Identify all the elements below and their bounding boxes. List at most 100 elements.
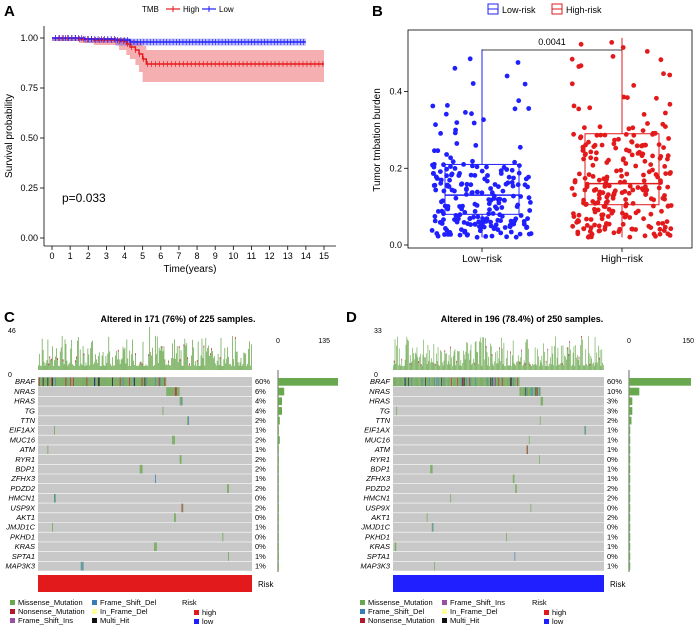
d-mutation-cell xyxy=(533,387,535,396)
oncoplot-c-gene-labels: BRAFNRASHRASTGTTNEIF1AXMUC16ATMRYR1BDP1Z… xyxy=(5,377,36,570)
d-mutation-cell xyxy=(489,377,490,387)
bp-point-high xyxy=(610,195,616,201)
bp-point-low xyxy=(479,168,485,174)
d-mutation-cell xyxy=(406,377,408,387)
c-mutation-cell xyxy=(141,377,143,387)
c-tmb-bar xyxy=(224,347,226,370)
d-gene-percent: 2% xyxy=(607,416,618,425)
d-tmb-bar xyxy=(447,361,449,370)
d-mutation-cell xyxy=(471,377,473,387)
bp-point-low xyxy=(489,233,495,239)
c-tmb-bar xyxy=(107,353,109,370)
d-mutation-cell xyxy=(393,377,394,387)
c-mutation-cell xyxy=(158,377,160,387)
bp-point-high xyxy=(650,153,655,159)
bp-point-high xyxy=(609,40,615,45)
c-mutation-cell xyxy=(64,377,66,387)
d-mutation-cell xyxy=(507,377,509,387)
d-tmb-bar xyxy=(474,364,475,370)
c-mutation-cell xyxy=(135,377,136,387)
bp-point-high xyxy=(611,230,617,236)
d-tmb-bar xyxy=(489,366,490,370)
c-mutation-cell xyxy=(43,377,45,387)
d-mutation-cell xyxy=(438,377,440,387)
c-legend-low-label: low xyxy=(202,617,214,625)
c-mutation-cell xyxy=(127,377,129,387)
km-legend-title: TMB xyxy=(142,5,159,14)
d-mutation-cell xyxy=(395,542,397,552)
c-mutation-cell xyxy=(42,377,44,387)
bp-point-high xyxy=(648,211,654,217)
bp-point-low xyxy=(452,65,458,71)
c-gene-percent: 2% xyxy=(255,503,266,512)
d-tmb-bar xyxy=(490,346,492,370)
c-tmb-bar xyxy=(147,365,149,370)
c-tmb-bar xyxy=(135,355,136,370)
d-tmb-bar xyxy=(565,356,566,370)
c-mutation-cell xyxy=(115,377,116,387)
c-tmb-bar xyxy=(232,359,234,370)
bp-point-low xyxy=(457,232,463,238)
d-tmb-bar xyxy=(513,363,515,370)
bp-point-high xyxy=(577,171,582,177)
d-gene-percent: 10% xyxy=(607,387,622,396)
d-mutation-cell xyxy=(436,377,437,387)
bp-point-high xyxy=(648,225,654,231)
d-tmb-bar-nonsense xyxy=(578,356,580,359)
c-mutation-cell xyxy=(153,377,154,387)
c-tmb-bar xyxy=(70,348,72,370)
d-tmb-bar xyxy=(482,337,484,370)
d-gene-label: KRAS xyxy=(370,542,390,551)
c-tmb-bar xyxy=(235,351,237,370)
c-side-bar xyxy=(278,484,279,493)
d-tmb-bar xyxy=(546,366,548,370)
bp-point-high xyxy=(633,163,639,169)
c-mutation-cell xyxy=(108,377,110,387)
c-mutation-cell xyxy=(172,387,173,396)
c-tmb-bar xyxy=(210,355,211,370)
c-tmb-bar xyxy=(46,360,48,370)
d-tmb-bar xyxy=(590,355,592,370)
d-mutation-cell xyxy=(539,387,540,396)
bp-point-low xyxy=(458,182,464,187)
d-tmb-bar xyxy=(443,360,445,370)
bp-point-low xyxy=(476,219,482,225)
km-censor-marks xyxy=(55,35,324,67)
d-tmb-bar xyxy=(512,355,513,370)
c-tmb-bar xyxy=(220,337,222,370)
d-tmb-bar xyxy=(439,366,441,370)
c-mutation-cell xyxy=(81,377,83,387)
c-mutation-cell xyxy=(139,464,141,474)
bp-point-low xyxy=(518,213,524,218)
d-tmb-bar xyxy=(427,344,429,370)
c-mutation-cell xyxy=(62,377,64,387)
d-tmb-bar xyxy=(582,339,583,370)
c-tmb-bar xyxy=(227,347,229,370)
d-tmb-bar xyxy=(589,365,591,370)
bp-point-low xyxy=(449,187,455,193)
c-mutation-cell xyxy=(140,377,142,387)
d-tmb-bar xyxy=(549,363,550,370)
c-tmb-bar xyxy=(73,365,74,370)
c-mutation-cell xyxy=(106,377,108,387)
d-mutation-cell xyxy=(397,377,398,387)
bp-point-high xyxy=(642,158,648,164)
d-mutation-cell xyxy=(503,377,505,387)
c-mutation-cell xyxy=(80,561,82,571)
d-tmb-bar xyxy=(430,362,431,370)
d-mutation-cell xyxy=(474,377,475,387)
bp-point-high xyxy=(642,233,648,239)
d-tmb-bar xyxy=(496,350,498,370)
oncoplot-c-risk-label: Risk xyxy=(258,580,275,589)
d-mutation-cell xyxy=(402,377,403,387)
d-gene-label: BRAF xyxy=(370,377,390,386)
c-mutation-cell xyxy=(83,377,85,387)
d-mutation-cell xyxy=(501,377,502,387)
oncoplot-c-top-bars xyxy=(38,326,252,370)
bp-pvalue: 0.0041 xyxy=(538,37,566,47)
bp-point-low xyxy=(504,73,510,79)
d-tmb-bar xyxy=(455,365,457,370)
c-tmb-bar xyxy=(50,359,52,370)
c-tmb-bar xyxy=(109,351,111,370)
d-tmb-bar xyxy=(586,364,587,370)
